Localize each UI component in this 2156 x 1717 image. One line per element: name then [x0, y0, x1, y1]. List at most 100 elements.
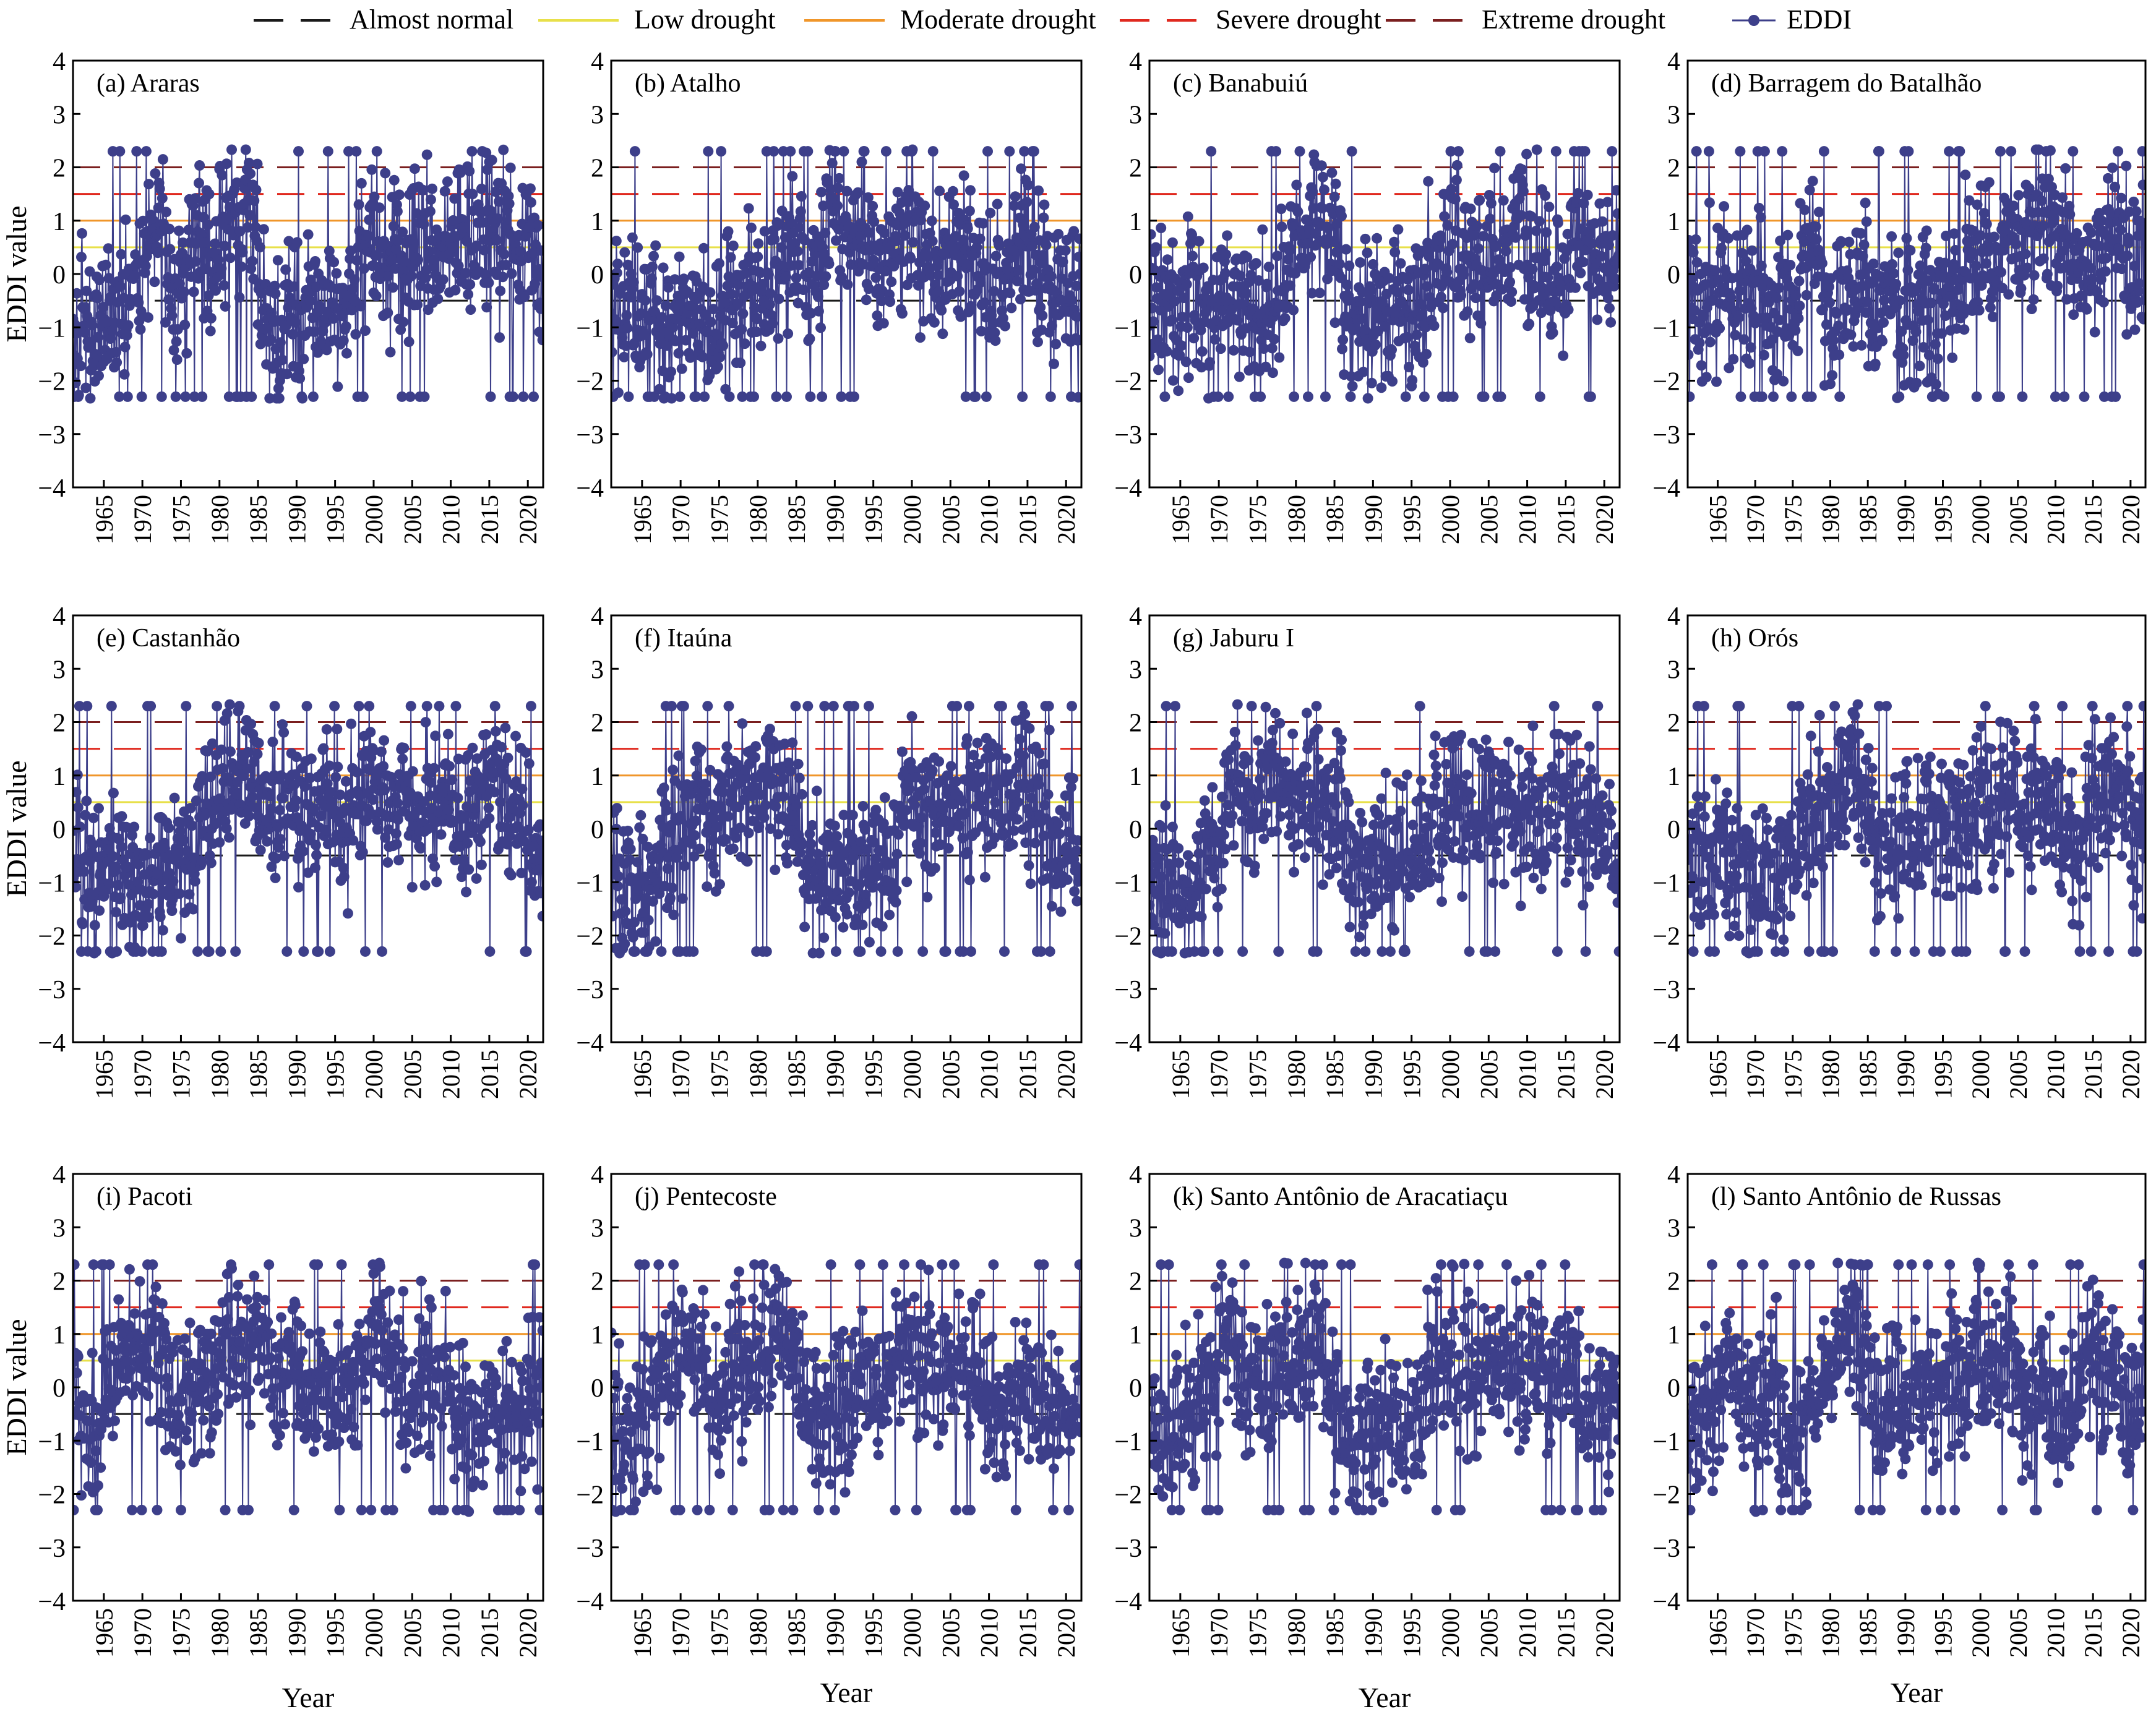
- eddi-point: [1241, 288, 1252, 299]
- eddi-point: [481, 147, 492, 158]
- y-tick-label: −1: [576, 314, 604, 343]
- eddi-point: [1925, 298, 1936, 309]
- eddi-point: [814, 948, 825, 959]
- eddi-point: [298, 946, 309, 957]
- eddi-point: [332, 761, 343, 773]
- eddi-point: [1054, 828, 1065, 839]
- eddi-point: [2093, 241, 2104, 252]
- eddi-point: [908, 237, 919, 248]
- eddi-point: [1039, 800, 1050, 811]
- eddi-point: [1280, 756, 1291, 767]
- eddi-point: [1971, 391, 1982, 402]
- eddi-point: [504, 831, 515, 842]
- eddi-point: [702, 701, 713, 712]
- eddi-point: [1505, 276, 1516, 288]
- eddi-point: [215, 946, 226, 957]
- eddi-point: [1360, 325, 1372, 336]
- eddi-point: [1713, 274, 1724, 285]
- eddi-point: [1001, 753, 1012, 764]
- eddi-point: [114, 146, 126, 157]
- x-tick-label: 1990: [283, 1050, 311, 1099]
- eddi-point: [1479, 391, 1490, 402]
- eddi-point: [1319, 184, 1329, 195]
- eddi-point: [705, 317, 716, 328]
- eddi-point: [958, 234, 969, 246]
- eddi-point: [1208, 864, 1219, 875]
- eddi-point: [1215, 343, 1226, 354]
- eddi-point: [398, 742, 410, 753]
- eddi-point: [1975, 230, 1986, 241]
- eddi-point: [486, 155, 497, 166]
- eddi-point: [1710, 265, 1720, 276]
- eddi-point: [122, 391, 133, 402]
- eddi-point: [528, 391, 539, 402]
- eddi-point: [996, 701, 1007, 712]
- eddi-series: [1149, 144, 1620, 404]
- eddi-point: [1279, 313, 1291, 324]
- eddi-point: [265, 790, 276, 802]
- eddi-point: [1069, 886, 1080, 897]
- eddi-point: [188, 286, 199, 298]
- eddi-point: [278, 792, 289, 803]
- y-tick-label: −2: [38, 923, 66, 951]
- eddi-point: [310, 256, 320, 267]
- eddi-point: [202, 220, 213, 231]
- eddi-point: [1913, 306, 1925, 317]
- eddi-point: [1445, 146, 1456, 157]
- eddi-point: [1153, 364, 1164, 375]
- eddi-point: [1267, 367, 1278, 379]
- eddi-point: [120, 214, 131, 225]
- x-tick-label: 2010: [437, 1050, 465, 1099]
- eddi-point: [709, 868, 720, 879]
- eddi-point: [1607, 146, 1618, 157]
- eddi-point: [884, 909, 895, 920]
- y-tick-label: 3: [1667, 101, 1680, 129]
- eddi-point: [217, 169, 228, 181]
- eddi-point: [1395, 258, 1406, 269]
- eddi-point: [1387, 376, 1398, 387]
- eddi-point: [1255, 391, 1266, 402]
- y-tick-label: 0: [53, 261, 66, 289]
- eddi-point: [1335, 272, 1346, 283]
- y-tick-label: 2: [1667, 155, 1680, 183]
- eddi-point: [673, 750, 684, 761]
- eddi-point: [252, 158, 263, 169]
- eddi-point: [1011, 814, 1023, 825]
- eddi-point: [1037, 250, 1049, 261]
- eddi-point: [1848, 341, 1859, 352]
- eddi-point: [505, 162, 516, 173]
- eddi-point: [1918, 342, 1929, 353]
- eddi-point: [170, 391, 181, 402]
- eddi-point: [1458, 269, 1469, 280]
- eddi-point: [765, 823, 776, 834]
- eddi-point: [135, 324, 146, 335]
- eddi-point: [622, 259, 633, 270]
- eddi-point: [943, 843, 954, 854]
- eddi-point: [465, 304, 476, 315]
- eddi-point: [1902, 265, 1913, 276]
- eddi-point: [768, 146, 780, 157]
- eddi-point: [1337, 343, 1347, 354]
- eddi-point: [1034, 748, 1045, 759]
- eddi-point: [1244, 346, 1255, 358]
- eddi-point: [423, 823, 434, 834]
- eddi-point: [1301, 708, 1312, 719]
- eddi-point: [483, 277, 494, 288]
- eddi-point: [346, 718, 357, 729]
- eddi-point: [753, 238, 764, 249]
- eddi-point: [225, 252, 236, 263]
- eddi-point: [317, 325, 329, 336]
- eddi-point: [771, 391, 782, 402]
- eddi-point: [737, 391, 748, 402]
- x-tick-label: 1990: [1359, 495, 1387, 544]
- eddi-point: [1317, 171, 1328, 182]
- eddi-point: [688, 946, 699, 957]
- eddi-point: [734, 802, 745, 813]
- eddi-point: [761, 946, 772, 957]
- eddi-point: [450, 285, 461, 296]
- y-tick-label: −2: [38, 368, 66, 396]
- eddi-point: [239, 182, 250, 194]
- eddi-point: [155, 911, 166, 922]
- eddi-point: [1524, 319, 1535, 330]
- eddi-point: [2050, 391, 2061, 402]
